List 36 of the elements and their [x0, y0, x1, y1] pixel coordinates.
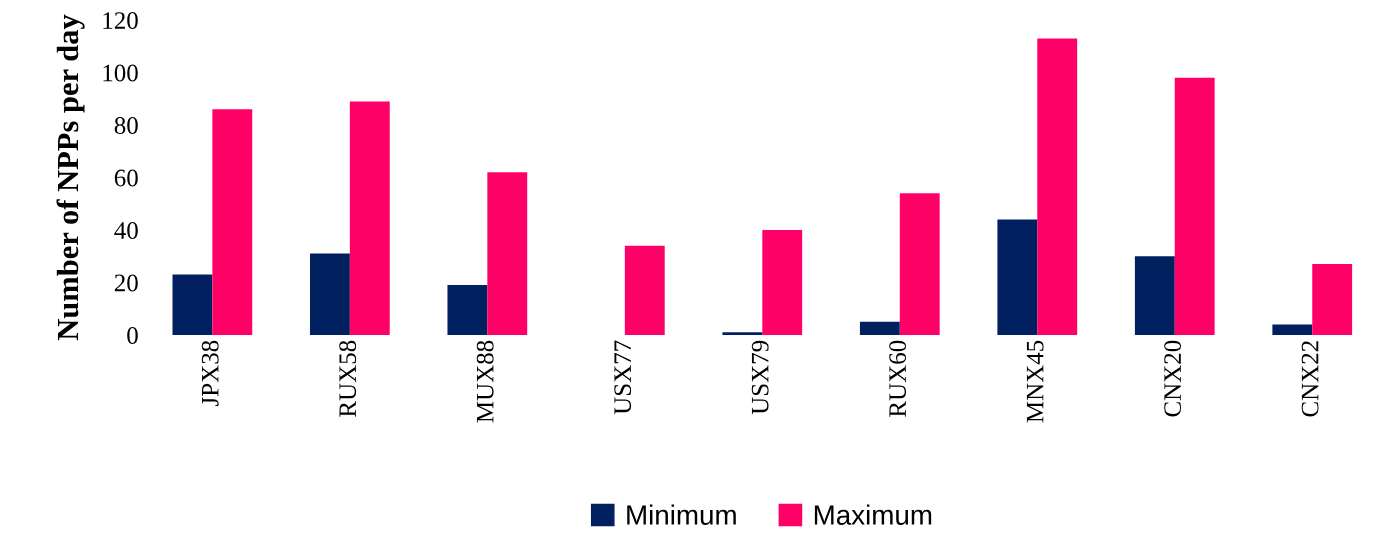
bar: [212, 109, 253, 335]
bar: [172, 274, 213, 335]
x-tick-label: USX77: [614, 340, 632, 415]
y-tick-label: 120: [103, 12, 138, 29]
bar: [349, 101, 390, 335]
x-tick-label: RUX60: [889, 340, 907, 417]
bar: [899, 193, 940, 335]
bar: [722, 332, 763, 335]
x-tick-label: MNX45: [1026, 340, 1044, 423]
bar: [859, 321, 900, 335]
bar: [624, 245, 665, 335]
y-tick-label: 20: [114, 274, 138, 292]
bar: [309, 253, 350, 335]
bar: [997, 219, 1038, 335]
y-tick-label: 80: [114, 117, 138, 134]
bar: [1174, 77, 1215, 335]
bar: [1312, 264, 1353, 335]
y-tick-label: 100: [103, 64, 138, 82]
x-tick-label: RUX58: [339, 340, 357, 417]
bar: [1037, 38, 1078, 335]
bar: [762, 229, 803, 335]
legend-label: Minimum: [627, 504, 736, 525]
bar: [487, 172, 528, 335]
legend-label: Maximum: [814, 504, 932, 525]
x-tick-label: CNX20: [1164, 340, 1182, 417]
y-axis-title: Number of NPPs per day: [56, 14, 85, 341]
x-tick-label: CNX22: [1301, 341, 1319, 417]
bar: [1134, 256, 1175, 335]
y-tick-label: 60: [114, 169, 138, 187]
bar: [1272, 324, 1313, 335]
y-tick-label: 40: [114, 222, 138, 239]
x-tick-label: USX79: [751, 340, 769, 415]
x-tick-label: JPX38: [201, 340, 219, 406]
y-tick-label: 0: [127, 327, 138, 344]
bar: [447, 285, 488, 335]
x-tick-label: MUX88: [476, 340, 494, 423]
